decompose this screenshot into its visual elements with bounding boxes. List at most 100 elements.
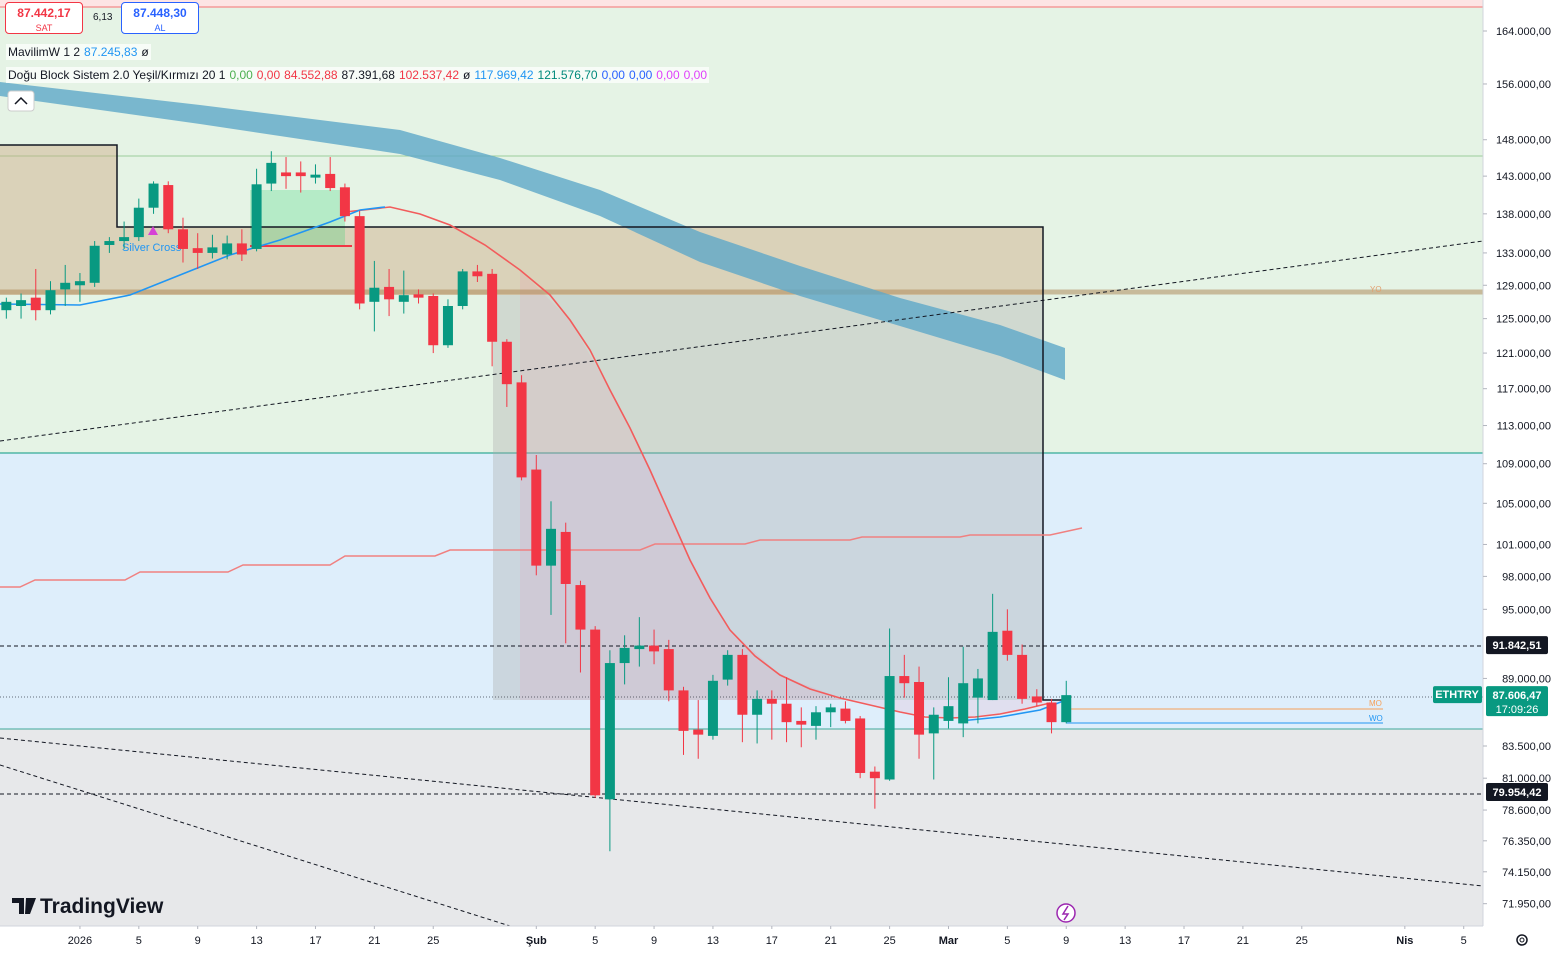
candle-body [707,680,718,736]
candle-body [487,273,498,342]
last-price-badge [1486,686,1548,717]
y-tick-label: 101.000,00 [1496,539,1551,551]
y-tick-label: 129.000,00 [1496,280,1551,292]
y-tick-label: 89.000,00 [1502,673,1551,685]
candle-body [855,718,866,773]
x-tick-label: 5 [1004,935,1010,947]
buy-button[interactable]: 87.448,30 AL [121,2,199,34]
candle-body [413,294,424,298]
candle-body [546,528,557,566]
candle-body [133,207,144,238]
x-tick-label: 5 [136,935,142,947]
spread: 6,13 [93,12,113,23]
candle-body [693,729,704,735]
indicator-value: 0,00 [628,68,653,82]
sell-label: SAT [35,23,53,33]
x-tick-label: 13 [707,935,719,947]
candle-body [575,585,586,630]
x-tick-label: 2026 [68,935,92,947]
y-tick-label: 74.150,00 [1502,867,1551,879]
sell-button[interactable]: 87.442,17 SAT [5,2,83,34]
x-tick-label: 5 [1461,935,1467,947]
candle-body [958,683,969,724]
candle-body [560,531,571,584]
y-tick-label: 125.000,00 [1496,314,1551,326]
sell-price: 87.442,17 [17,6,71,20]
candle-body [928,714,939,734]
candle-body [737,654,748,715]
candle-body [45,290,56,311]
price-badge-label: 91.842,51 [1493,640,1542,652]
candle-body [590,629,601,796]
annotation: Silver Cross [122,242,182,254]
candle-body [89,245,100,283]
y-tick-label: 113.000,00 [1497,421,1551,433]
y-tick-label: 105.000,00 [1496,498,1551,510]
candle-body [236,243,247,255]
indicator-name: Doğu Block Sistem 2.0 Yeşil/Kırmızı 20 1 [8,68,226,82]
x-tick-label: 13 [250,935,262,947]
candle-body [192,248,203,253]
symbol-badge [1433,686,1482,704]
y-tick-label: 143.000,00 [1496,171,1551,183]
watermark: TradingView [40,895,164,918]
x-tick-label: 9 [195,935,201,947]
candle-body [163,185,174,230]
candle-body [943,706,954,721]
candle-body [516,382,527,478]
indicator-value: 87.391,68 [341,68,395,82]
x-tick-label: 21 [825,935,837,947]
indicator-legend[interactable]: Doğu Block Sistem 2.0 Yeşil/Kırmızı 20 1… [6,67,710,83]
price-badge [1486,636,1548,655]
candle-body [810,712,821,726]
candle-body [796,720,807,725]
indicator-value: 0,00 [256,68,281,82]
x-tick-label: Nis [1396,935,1413,947]
candle-body [60,282,71,290]
candle-body [325,173,336,189]
candle-body [531,469,542,566]
x-tick-label: 9 [1063,935,1069,947]
candle-body [678,690,689,731]
candle-body [634,645,645,650]
candle-body [222,243,233,255]
y-tick-label: 117.000,00 [1497,384,1551,396]
countdown: 17:09:26 [1496,704,1539,716]
candle-body [16,300,27,306]
candle-body [369,287,380,302]
candle-body [663,649,674,691]
x-tick-label: 21 [1237,935,1249,947]
candle-body [619,647,630,664]
candle-body [1017,654,1028,699]
x-tick-label: 25 [883,935,895,947]
candle-body [722,654,733,680]
candle-body [457,271,468,306]
annotation: YO [1370,285,1382,294]
candle-body [266,162,277,184]
x-tick-label: 13 [1119,935,1131,947]
x-tick-label: 21 [368,935,380,947]
candle-body [884,676,895,780]
y-tick-label: 133.000,00 [1496,248,1551,260]
annotation: MO [1369,699,1382,708]
y-tick-label: 78.600,00 [1502,805,1551,817]
candle-body [310,174,321,178]
candle-body [384,286,395,300]
indicator-value: 0,00 [683,68,708,82]
indicator-legend[interactable]: MavilimW 1 2 87.245,83 ø [6,44,151,60]
candle-body [339,187,350,217]
candle-body [649,645,660,652]
indicator-value: ø [463,68,471,82]
candle-body [251,184,262,249]
y-tick-label: 98.000,00 [1502,571,1551,583]
candle-body [1,301,12,311]
candle-body [398,295,409,302]
candle-body [104,241,115,245]
candle-body [281,172,292,177]
candle-body [119,237,130,242]
candle-body [914,682,925,735]
price-badge-label: 79.954,42 [1493,787,1542,799]
buy-label: AL [154,23,166,33]
